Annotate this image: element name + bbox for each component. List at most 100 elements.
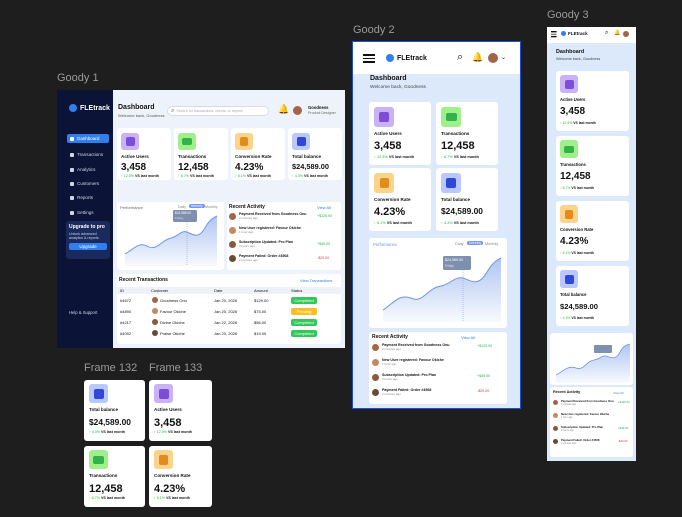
activity-item[interactable]: Payment Received from Goodness Onu 2 minu… <box>553 399 614 406</box>
users-icon <box>374 107 394 127</box>
activity-item[interactable]: Payment Received from Goodness Onu 2 minu… <box>372 343 450 351</box>
users-icon <box>121 133 139 150</box>
flow-icon <box>154 450 173 469</box>
user-role: Product Designer <box>308 111 336 115</box>
activity-item[interactable]: Payment Received from Goodness Onu 2 minu… <box>229 212 307 220</box>
recent-activity-panel: Recent Activity View All Payment Receive… <box>550 387 633 457</box>
tab-monthly[interactable]: Monthly <box>485 242 499 246</box>
avatar[interactable] <box>293 106 302 115</box>
activity-item[interactable]: Subscription Updated: Pro Plan 3 hours ag… <box>553 425 603 432</box>
frame-label-132: Frame 132 <box>84 362 138 374</box>
activity-item[interactable]: Payment Failed: Order #4568 2 minutes ago <box>553 438 599 445</box>
performance-chart <box>382 256 502 322</box>
activity-item[interactable]: New User registered: Favour Okiche 1 hour… <box>553 412 609 419</box>
nav-transactions[interactable]: Transactions <box>67 150 109 159</box>
status-badge: Pending <box>291 308 317 315</box>
goody1-frame[interactable]: FLEtrack Dashboard Transactions Analytic… <box>57 90 345 348</box>
upgrade-button[interactable]: Upgrade <box>69 242 107 250</box>
avatar[interactable] <box>623 31 629 37</box>
chart-up-icon <box>441 173 461 193</box>
performance-panel <box>550 333 633 385</box>
frame-label-goody2: Goody 2 <box>353 24 395 36</box>
top-bar: FLEtrack ⌕ 🔔 ⌄ <box>353 42 520 74</box>
status-badge: Completed <box>291 330 317 337</box>
flow-icon <box>235 133 253 150</box>
status-badge: Completed <box>291 319 317 326</box>
flow-icon <box>374 173 394 193</box>
view-transactions-link[interactable]: View Transactions <box>300 278 333 283</box>
money-icon <box>89 450 108 469</box>
bell-icon[interactable]: 🔔 <box>614 30 621 36</box>
users-icon <box>560 75 578 93</box>
frame-label-goody1: Goody 1 <box>57 72 99 84</box>
reports-icon <box>70 195 74 200</box>
activity-item[interactable]: Subscription Updated: Pro Plan 3 hours ag… <box>372 373 436 381</box>
search-input[interactable]: ⌕ Search for transactions, clients, or re… <box>167 106 269 116</box>
tab-weekly[interactable]: Weekly <box>467 241 484 245</box>
activity-view-all[interactable]: View All <box>461 335 475 340</box>
card-conversion: Conversion Rate 4.23% ↑ 6.1% VS last mon… <box>149 446 212 507</box>
sidebar: FLEtrack Dashboard Transactions Analytic… <box>57 90 113 348</box>
card-active-users: Active Users 3,458 ↑ 12.5% VS last month <box>556 71 629 131</box>
card-transactions: Transactions 12,458 ↑ 8.7% VS last month <box>436 102 498 165</box>
chart-up-icon <box>292 133 310 150</box>
menu-icon[interactable] <box>363 54 375 63</box>
performance-panel: Performance Daily Weekly Monthly $24,589… <box>117 202 224 270</box>
tab-daily[interactable]: Daily <box>455 242 464 246</box>
performance-panel: Performance Daily Weekly Monthly $24,589… <box>369 238 507 328</box>
nav-reports[interactable]: Reports <box>67 193 109 202</box>
bell-icon[interactable]: 🔔 <box>278 104 290 114</box>
card-conversion: Conversion Rate 4.23% ↑ 6.1% VS last mon… <box>369 168 431 231</box>
card-active-users: Active Users 3,458 ↑ 12.5% VS last month <box>117 128 171 180</box>
frame-label-133: Frame 133 <box>149 362 203 374</box>
search-icon[interactable]: ⌕ <box>457 51 464 63</box>
money-icon <box>178 133 196 150</box>
brand-logo: FLEtrack <box>69 104 110 112</box>
tab-weekly[interactable]: Weekly <box>189 204 205 208</box>
activity-item[interactable]: Payment Failed: Order #4568 2 minutes ago <box>372 388 431 396</box>
chart-up-icon <box>560 270 578 288</box>
bell-icon[interactable]: 🔔 <box>472 52 484 62</box>
help-support[interactable]: Help & Support <box>69 310 98 315</box>
search-icon[interactable]: ⌕ <box>605 30 609 36</box>
money-icon <box>560 140 578 158</box>
flow-icon <box>560 205 578 223</box>
customers-icon <box>70 181 74 186</box>
tab-daily[interactable]: Daily <box>178 205 186 209</box>
card-active-users: Active Users 3,458 ↑ 12.5% VS last month <box>149 380 212 441</box>
recent-activity-panel: Recent Activity View All Payment Receive… <box>227 202 341 270</box>
card-total-balance: Total balance $24,589.00 ↑ 4.3% VS last … <box>436 168 498 231</box>
top-bar: FLEtrack ⌕ 🔔 <box>547 27 636 43</box>
settings-icon <box>70 210 74 215</box>
performance-chart <box>124 210 218 266</box>
tab-monthly[interactable]: Monthly <box>205 205 218 209</box>
users-icon <box>154 384 173 403</box>
dashboard-icon <box>70 136 74 141</box>
activity-view-all[interactable]: View All <box>613 391 624 395</box>
nav-dashboard[interactable]: Dashboard <box>67 134 109 143</box>
chart-up-icon <box>89 384 108 403</box>
card-total-balance: Total balance $24,589.00 ↑ 4.3% VS last … <box>288 128 342 180</box>
card-transactions: Transactions 12,458 ↑ 8.7% VS last month <box>556 136 629 196</box>
recent-transactions-panel: Recent Transactions View Transactions ID… <box>117 274 341 344</box>
card-conversion: Conversion Rate 4.23% ↑ 6.1% VS last mon… <box>556 201 629 261</box>
menu-icon[interactable] <box>551 31 557 38</box>
activity-item[interactable]: New User registered: Favour Okiche 1 hour… <box>229 226 301 234</box>
brand-logo: FLEtrack <box>561 31 588 36</box>
goody3-frame[interactable]: FLEtrack ⌕ 🔔 Dashboard Welcome back, Goo… <box>547 27 636 461</box>
transactions-icon <box>70 152 74 157</box>
activity-item[interactable]: Payment Failed: Order #4568 2 minutes ago <box>229 254 288 262</box>
avatar[interactable] <box>488 53 498 63</box>
chevron-down-icon[interactable]: ⌄ <box>501 55 507 61</box>
nav-customers[interactable]: Customers <box>67 179 109 188</box>
activity-view-all[interactable]: View All <box>317 205 331 210</box>
status-badge: Completed <box>291 297 317 304</box>
nav-settings[interactable]: Settings <box>67 208 109 217</box>
nav-analytics[interactable]: Analytics <box>67 165 109 174</box>
activity-item[interactable]: Subscription Updated: Pro Plan 3 hours ag… <box>229 240 293 248</box>
card-total-balance: Total balance $24,589.00 ↑ 4.3% VS last … <box>556 266 629 326</box>
card-conversion: Conversion Rate 4.23% ↑ 6.1% VS last mon… <box>231 128 285 180</box>
goody2-frame[interactable]: FLEtrack ⌕ 🔔 ⌄ Dashboard Welcome back, G… <box>352 41 521 409</box>
page-subtitle: Welcome back, Goodness <box>118 113 165 118</box>
activity-item[interactable]: New User registered: Favour Okiche 1 hour… <box>372 358 444 366</box>
